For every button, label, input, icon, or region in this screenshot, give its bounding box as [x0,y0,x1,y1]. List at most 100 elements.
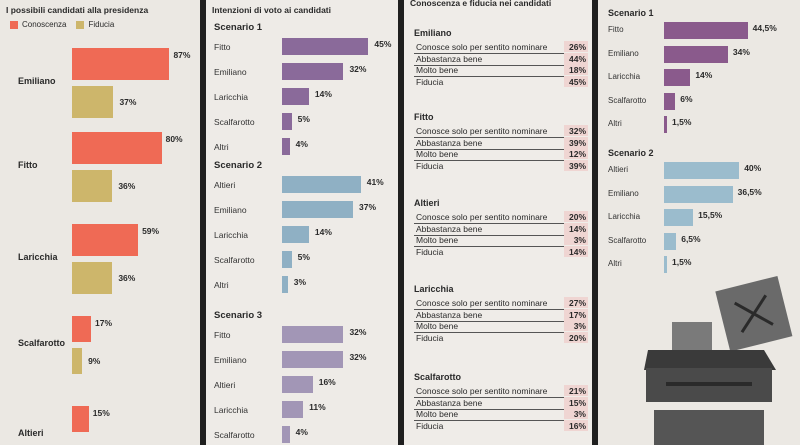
table-row-divider [414,234,588,236]
scenario-title: Scenario 2 [214,160,263,171]
candidate-label: Scalfarotto [214,255,255,265]
bar-label-conoscenza: 15% [92,408,110,418]
table-row-label: Fiducia [416,76,444,87]
vote-bar [282,426,290,443]
highlight-cell [564,222,588,234]
table-row-value: 12% [568,149,586,159]
table-row-value: 39% [568,137,586,148]
table-row-label: Molto bene [416,409,459,419]
vote-bar-label: 40% [744,163,762,173]
vote-bar [664,232,677,250]
table-row-label: Conosce solo per sentito nominare [416,386,548,396]
candidate-label: Scalfarotto [214,117,255,127]
table-row-value: 14% [568,246,586,257]
bar-conoscenza [72,316,92,342]
vote-bar-label: 15,5% [698,210,723,220]
table-row-label: Abbastanza bene [416,397,483,408]
candidate-label: Laricchia [608,72,641,81]
legend-label-conoscenza: Conoscenza [22,20,67,29]
column-separator [592,0,598,445]
table-row-divider [414,246,588,247]
bar-conoscenza [72,224,139,256]
table-candidate-name: Laricchia [414,284,454,294]
panel-knowledge-table: Conoscenza e fiducia nei candidati Emili… [404,0,592,445]
candidate-label: Laricchia [214,405,249,415]
highlight-cell [564,75,588,87]
candidate-label: Altieri [608,165,629,174]
vote-bar [664,45,728,63]
bar-label-conoscenza: 80% [165,134,183,144]
table-row-label: Molto bene [416,321,459,331]
table-row-value: 14% [568,223,586,234]
bar-fiducia [72,170,113,202]
vote-bar [664,69,691,86]
legend-swatch-conoscenza [10,20,18,29]
vote-bar [282,113,292,130]
vote-bar [664,22,748,39]
bar-fiducia [72,348,83,374]
highlight-cell [564,148,588,159]
table-row-label: Fiducia [416,332,444,343]
table-row-label: Conosce solo per sentito nominare [416,298,548,308]
table-row-label: Molto bene [416,149,459,159]
table-row-label: Abbastanza bene [416,223,483,234]
vote-bar [282,138,290,155]
highlight-cell [564,419,588,431]
vote-bar [664,162,740,179]
vote-bar [282,351,344,368]
vote-bar-label: 32% [349,64,367,74]
table-candidate-name: Emiliano [414,28,452,38]
table-candidate-name: Scalfarotto [414,372,462,382]
bar-fiducia [72,86,114,118]
vote-bar-label: 4% [295,427,308,437]
candidate-label: Scalfarotto [214,430,255,440]
vote-bar-label: 1,5% [672,257,692,267]
table-candidate-name: Fitto [414,112,434,122]
ballot-box-illustration [644,275,793,445]
vote-bar-label: 32% [349,327,367,337]
candidate-label: Altri [214,280,229,290]
bar-conoscenza [72,406,89,432]
table-row-divider [414,320,588,322]
table-row-label: Molto bene [416,235,459,245]
vote-bar-label: 16% [318,377,336,387]
table-row-value: 3% [573,321,586,331]
vote-bar [282,88,309,105]
vote-bar-label: 41% [366,177,384,187]
table-row-value: 20% [568,212,586,222]
bar-conoscenza [72,132,162,164]
vote-bar-label: 32% [349,352,367,362]
table-row-value: 20% [568,332,586,343]
candidate-label: Fitto [214,330,231,340]
scenario-title: Scenario 1 [608,8,654,18]
bar-label-fiducia: 37% [119,97,137,107]
vote-bar-label: 34% [732,46,750,57]
legend-swatch-fiducia [76,20,85,29]
panel2-title: Intenzioni di voto ai candidati [212,5,332,15]
vote-bar [282,276,288,293]
vote-bar [282,376,313,393]
candidate-label: Altieri [214,180,236,190]
table-row-value: 26% [568,42,586,52]
table-row-label: Abbastanza bene [416,309,483,320]
vote-bar [282,251,292,268]
vote-bar-label: 5% [297,114,310,124]
table-row-label: Molto bene [416,65,459,75]
highlight-cell [564,52,588,64]
panel3-title: Conoscenza e fiducia nei candidati [410,0,552,8]
table-row-value: 44% [568,53,586,64]
panel1-title: I possibili candidati alla presidenza [6,5,149,15]
vote-bar [282,401,304,418]
highlight-cell [564,64,588,75]
highlight-cell [564,245,588,257]
table-row-label: Conosce solo per sentito nominare [416,212,548,222]
table-row-value: 45% [568,76,586,87]
vote-bar [664,256,667,273]
highlight-cell [564,331,588,343]
table-row-label: Abbastanza bene [416,53,483,64]
legend-label-fiducia: Fiducia [88,20,115,29]
table-candidate-name: Altieri [414,198,440,208]
highlight-cell [564,136,588,148]
candidate-label: Fitto [214,42,231,52]
vote-bar-label: 36,5% [737,186,762,197]
